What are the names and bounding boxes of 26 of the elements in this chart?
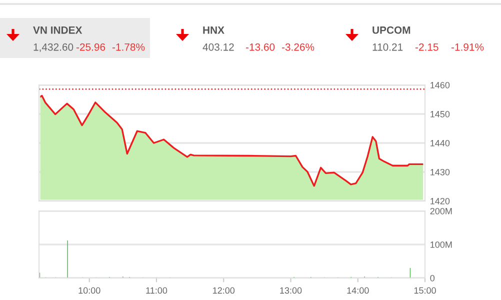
text: -25.96 — [76, 43, 106, 51]
text: 110.21 — [372, 43, 403, 51]
text: -1.78% — [112, 43, 145, 51]
y-tick-label: 1450 — [430, 110, 450, 118]
y-tick-label: 0 — [430, 274, 435, 282]
y-tick-label: 1440 — [430, 140, 450, 146]
x-tick-label: 11:00 — [146, 287, 168, 294]
text: 403.12 — [202, 43, 234, 51]
y-tick-label: 1420 — [430, 198, 450, 204]
x-tick-label: 13:00 — [280, 287, 302, 294]
x-tick-label: 10:00 — [78, 287, 100, 294]
y-tick-label: 1430 — [430, 168, 450, 176]
text: -3.26% — [282, 43, 314, 51]
text: -1.91% — [451, 43, 484, 51]
text: VN INDEX — [33, 26, 82, 34]
x-tick-label: 12:00 — [213, 287, 235, 294]
x-tick-label: 14:00 — [347, 287, 369, 294]
text: -13.60 — [246, 43, 275, 51]
y-tick-label: 1460 — [430, 82, 450, 88]
text: HNX — [203, 26, 224, 34]
x-tick-label: 15:00 — [414, 287, 436, 294]
text: 1,432.60 — [34, 43, 74, 52]
text: UPCOM — [372, 26, 410, 34]
y-tick-label: 200M — [430, 208, 452, 214]
y-tick-label: 100M — [430, 241, 452, 248]
text: -2.15 — [415, 43, 438, 51]
